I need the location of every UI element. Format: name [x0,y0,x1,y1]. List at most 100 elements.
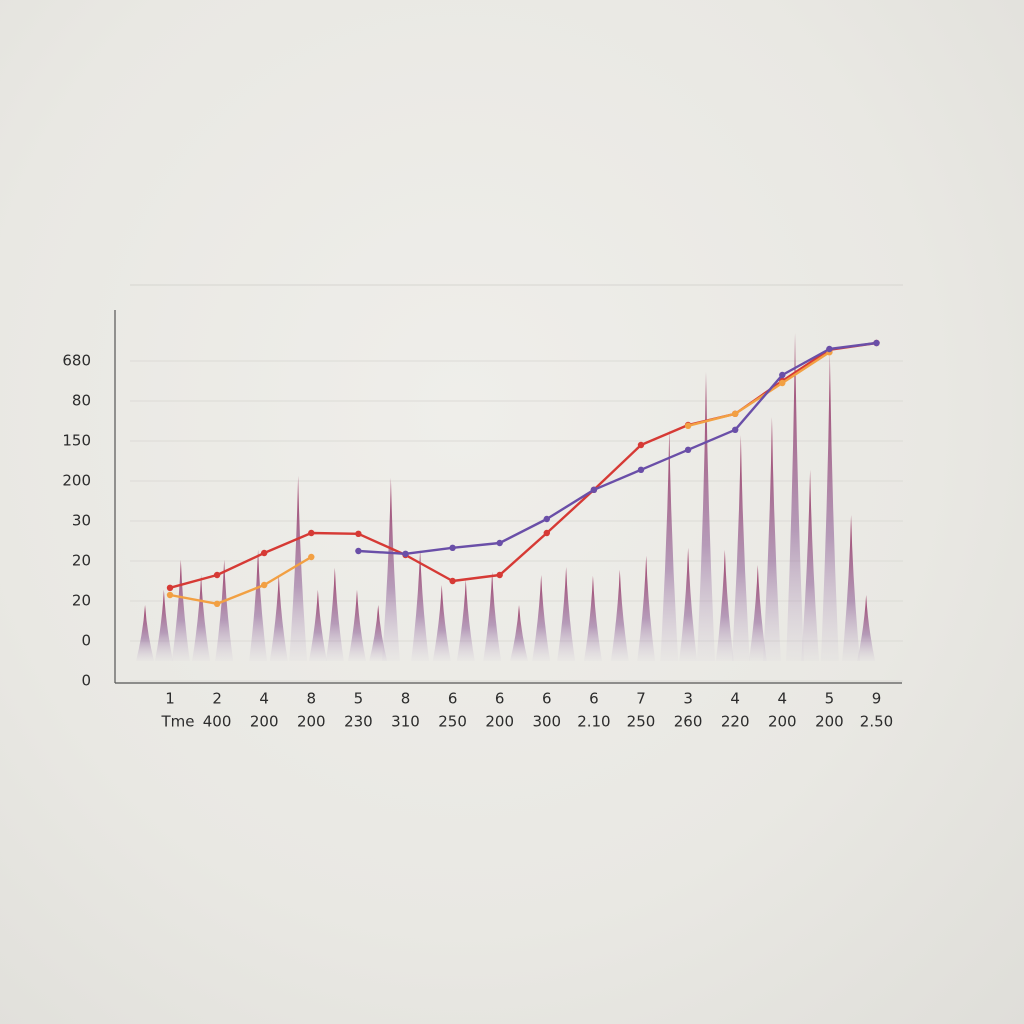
spike [731,435,750,661]
x-tick-label: 9 [872,690,882,708]
series-point [496,571,503,579]
labels: 0 0 20 20 30 200 150 80 680 1 Tme 2 400 4 200 8 200 5 230 8… [62,352,893,731]
x-sublabel: Tme [160,713,194,731]
spike [269,575,288,661]
series-point [826,345,833,353]
y-tick-label: 20 [72,592,91,610]
x-sublabel: 250 [627,713,656,731]
x-tick-label: 6 [495,690,505,708]
spike [715,549,734,661]
spike [347,589,366,661]
series-point [873,339,880,347]
x-sublabel: 260 [674,713,703,731]
series-line [169,351,831,605]
spike [432,585,451,661]
spike [696,371,715,661]
x-tick-label: 6 [542,690,552,708]
series-point [308,553,315,561]
series-point [261,581,268,589]
x-tick-label: 6 [448,690,458,708]
series-line [358,341,877,555]
x-sublabel: 2.10 [577,713,610,731]
spikes [136,333,876,661]
spike [308,589,327,661]
x-sublabel: 250 [438,713,467,731]
spike [249,549,268,661]
x-tick-label: 1 [165,690,175,708]
x-tick-label: 4 [778,690,788,708]
spike [679,547,698,661]
x-sublabel: 200 [297,713,326,731]
spike [325,567,344,661]
spike [660,429,679,661]
spike [154,589,173,661]
series-point [449,544,456,551]
spike [610,569,629,661]
spike [801,469,820,661]
spike [583,575,602,661]
x-tick-label: 6 [589,690,599,708]
spike [842,515,861,661]
series-point [449,577,456,585]
spike [532,575,551,661]
spike [411,549,430,661]
x-sublabel: 200 [768,713,797,731]
series-point [355,530,362,537]
series-point [355,547,362,555]
x-sublabel: 200 [815,713,844,731]
y-tick-label: 0 [81,672,91,690]
y-tick-label: 80 [72,392,91,410]
spike [289,475,308,661]
x-sublabel: 310 [391,713,420,731]
series-point [779,371,786,379]
spike [510,605,529,661]
x-tick-label: 7 [636,690,646,708]
series-point [402,550,409,557]
x-sublabel: 400 [203,713,232,731]
series-point [779,379,786,387]
x-sublabel: 2.50 [860,713,893,731]
spike [456,579,475,661]
x-tick-label: 2 [212,690,222,708]
series-point [213,571,221,579]
series-point [684,422,692,429]
y-tick-label: 0 [81,632,91,650]
series-point [261,549,268,557]
y-tick-label: 680 [62,352,91,370]
series-point [732,426,739,433]
x-tick-label: 5 [825,690,835,708]
spike [637,555,656,661]
x-sublabel: 200 [250,713,279,731]
spike [192,575,211,661]
series-point [590,486,598,493]
x-tick-label: 5 [354,690,364,708]
series-point [166,584,174,591]
y-tick-label: 200 [62,472,91,490]
spike [381,477,400,661]
x-tick-label: 3 [683,690,693,708]
spike [369,605,388,661]
spike [483,571,502,661]
series-point [684,446,692,453]
spike [857,595,876,661]
y-tick-label: 150 [62,432,91,450]
series-point [213,600,221,607]
x-tick-label: 8 [401,690,411,708]
series-point [308,529,315,537]
series-point [543,529,550,537]
spike [557,567,576,661]
series-point [166,591,174,599]
spike [136,605,155,661]
series-point [496,539,503,547]
series-point [732,410,739,417]
y-tick-label: 20 [72,552,91,570]
spike [748,565,767,661]
x-sublabel: 200 [485,713,514,731]
series-point [637,441,645,449]
spike [762,417,781,661]
x-sublabel: 220 [721,713,750,731]
spike [171,559,190,661]
spike [215,559,234,661]
